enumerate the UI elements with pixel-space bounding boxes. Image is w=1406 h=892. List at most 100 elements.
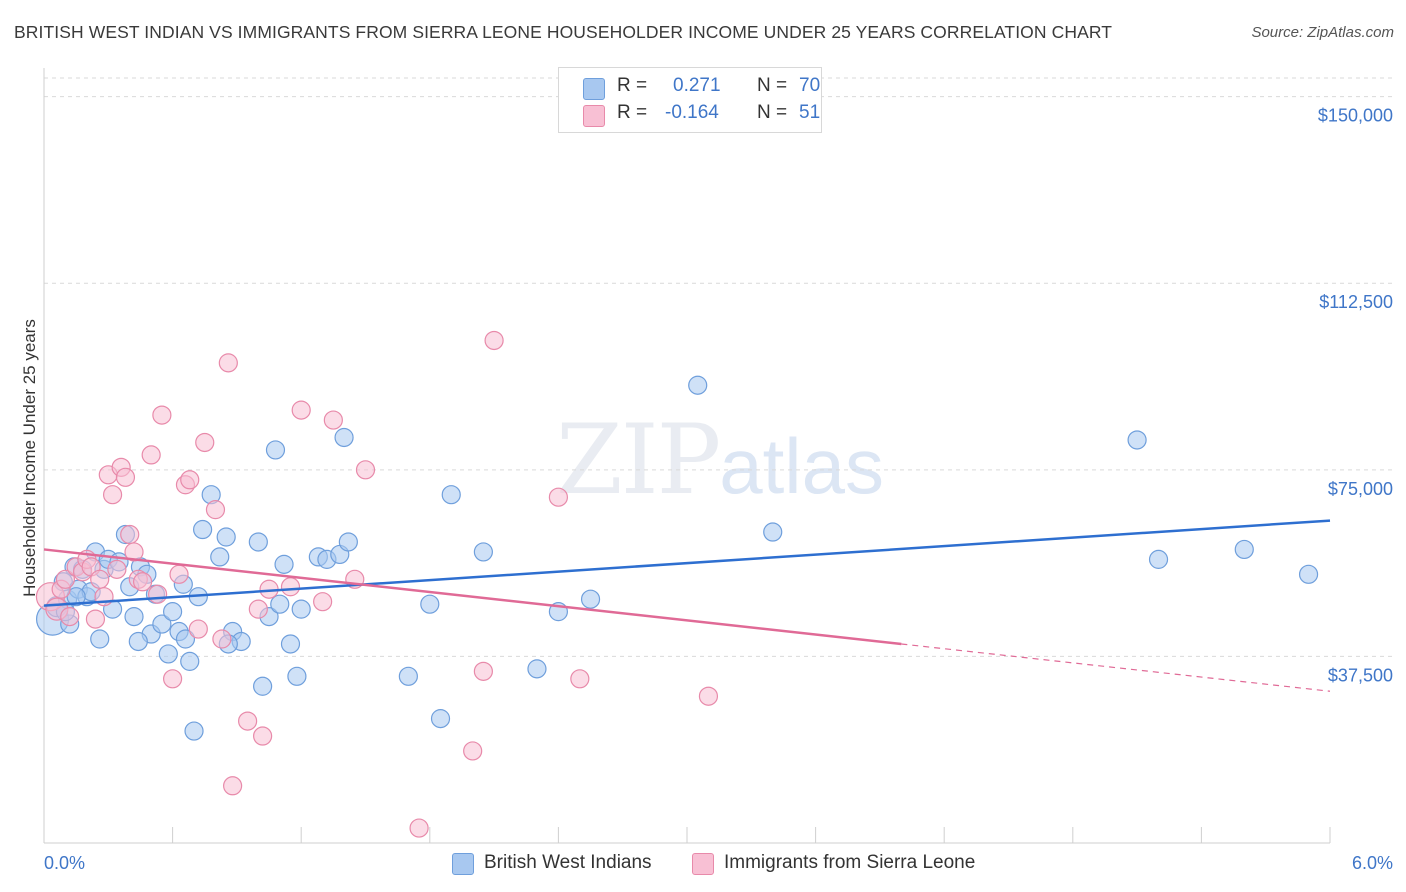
data-point [1234,539,1254,560]
data-point [147,584,168,604]
data-point [223,776,243,796]
y-tick-label: $112,500 [1319,292,1393,312]
data-point [1148,549,1169,569]
legend-r-label: R = [617,102,648,123]
data-point [216,527,236,547]
data-point [287,666,307,686]
data-point [473,542,493,562]
x-tick-label: 0.0% [44,853,85,873]
data-point [163,669,183,689]
data-point [107,559,127,579]
data-point [441,485,461,505]
legend-swatch-blue [583,78,605,100]
data-point [430,709,451,729]
data-point [253,726,273,746]
data-point [548,487,569,507]
trend-line-immigrants-sierra-leone [43,548,902,646]
data-point [158,644,178,664]
data-point [313,592,333,612]
data-point [90,629,110,649]
data-point [205,500,226,520]
legend-n-label: N = [757,75,788,96]
data-point [212,629,232,649]
y-tick-label: $150,000 [1318,106,1393,126]
data-point [85,609,106,629]
data-point [152,405,172,425]
data-point [409,818,429,838]
axis-labels: $37,500 $75,000 $112,500 $150,000 0.0% 6.0% Ho… [20,106,1393,873]
data-point [124,542,144,562]
legend-r-label: R = [617,75,648,96]
data-point [698,686,719,706]
bottom-legend-swatch-pink [692,853,714,875]
x-tick-label: 6.0% [1352,853,1393,873]
data-point [120,524,140,545]
watermark-atlas: atlas [719,422,884,510]
data-point [90,569,110,589]
y-tick-label: $75,000 [1328,479,1393,499]
data-point [253,676,273,696]
data-point [570,669,590,689]
series-british-west-indians [35,375,1319,741]
data-point [124,607,144,627]
axes [43,68,1331,844]
source-label: Source: ZipAtlas.com [1251,24,1394,41]
data-point [175,629,196,649]
trend-line-british-west-indians [43,519,1331,607]
data-point [169,564,189,584]
y-tick-label: $37,500 [1328,665,1393,685]
data-point [55,569,76,589]
bottom-legend-label: British West Indians [484,852,652,873]
legend-n-value: 51 [799,102,821,123]
data-point [484,330,504,351]
data-point [334,427,354,448]
data-point [1298,564,1319,584]
y-axis-label: Householder Income Under 25 years [20,319,39,597]
data-point [102,485,123,505]
data-point [210,547,230,567]
data-point [463,741,483,761]
data-point [248,532,268,552]
grid-lines [44,77,1396,657]
data-point [338,532,358,552]
data-point [291,599,311,619]
legend-r-value: 0.271 [673,75,721,96]
data-point [238,711,258,731]
data-point [274,554,294,574]
data-point [180,470,200,490]
data-point [132,572,153,592]
data-point [688,375,708,395]
data-point [152,614,172,634]
data-point [128,631,148,652]
data-point [763,522,783,542]
data-point [218,353,238,373]
data-point [420,594,440,614]
data-point [355,460,376,480]
data-point [248,599,268,619]
data-point [398,666,418,686]
data-point [188,619,208,639]
correlation-legend: R = 0.271 N = 70 R = -0.164 N = 51 [558,67,822,133]
data-point [580,589,601,609]
data-point [184,721,204,741]
trend-line-immigrants-sierra-leone-extension [901,643,1331,692]
legend-r-value: -0.164 [665,102,719,123]
data-point [180,651,200,671]
data-point [270,594,290,614]
bottom-legend-label: Immigrants from Sierra Leone [724,852,976,873]
watermark-zip: ZIP [556,404,721,516]
legend-n-label: N = [757,102,788,123]
bottom-legend-swatch-blue [452,853,474,875]
data-point [163,602,183,622]
data-point [60,607,80,627]
data-point [323,410,343,430]
data-point [141,445,161,465]
data-point [527,659,547,679]
data-point [195,432,215,453]
data-point [265,440,286,460]
data-point [1127,430,1147,450]
legend-n-value: 70 [799,75,821,96]
data-point [115,467,136,487]
zipatlas-watermark: ZIPatlas [556,404,884,516]
